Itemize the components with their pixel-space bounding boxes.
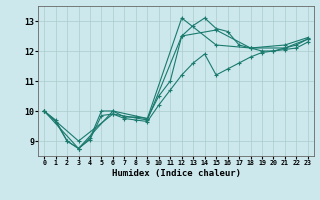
X-axis label: Humidex (Indice chaleur): Humidex (Indice chaleur) — [111, 169, 241, 178]
